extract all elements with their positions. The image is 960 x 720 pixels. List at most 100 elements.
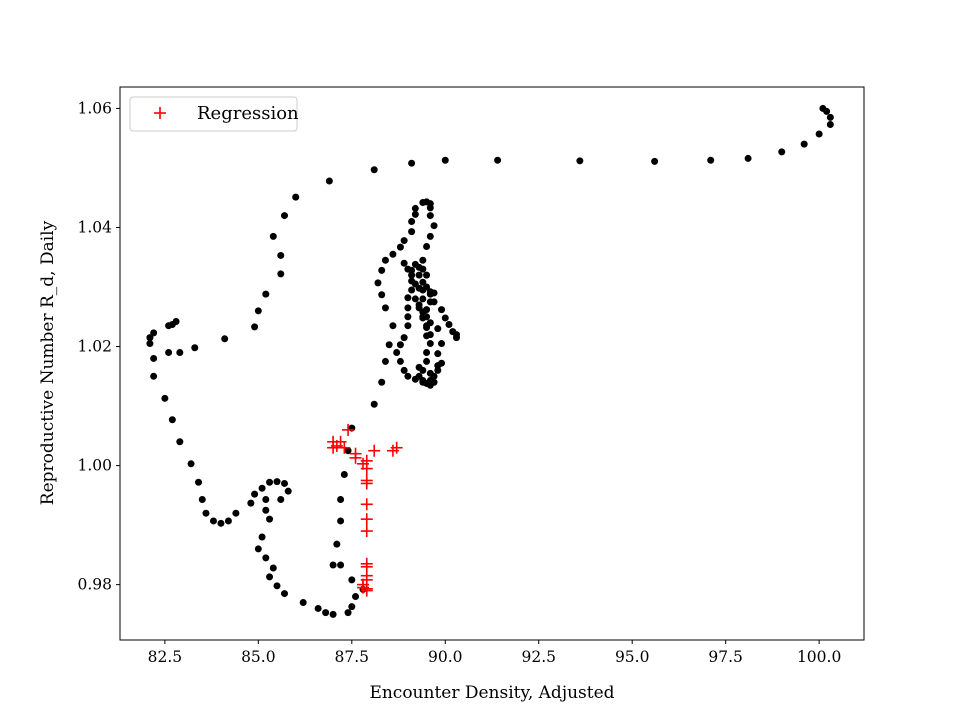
data-point <box>325 177 333 185</box>
data-point <box>411 210 419 218</box>
data-point <box>423 243 431 251</box>
data-point <box>430 372 438 380</box>
data-point <box>221 335 229 343</box>
data-point <box>434 366 442 374</box>
data-point <box>423 283 431 291</box>
data-point <box>438 306 446 314</box>
data-point <box>370 400 378 408</box>
data-point <box>396 341 404 349</box>
data-point <box>423 271 431 279</box>
data-point <box>419 376 427 384</box>
data-point <box>161 394 169 402</box>
data-point <box>266 573 274 581</box>
data-point <box>329 561 337 569</box>
data-point <box>408 266 416 274</box>
data-point <box>576 157 584 165</box>
data-point <box>800 140 808 148</box>
data-point <box>378 291 386 299</box>
data-point <box>314 604 322 612</box>
legend-label-regression: Regression <box>197 103 299 124</box>
data-point <box>426 298 434 306</box>
data-point <box>333 540 341 548</box>
data-point <box>823 107 831 115</box>
y-tick-label: 1.00 <box>77 457 112 475</box>
data-point <box>415 263 423 271</box>
data-point <box>411 280 419 288</box>
data-point <box>438 359 446 367</box>
data-point <box>415 304 423 312</box>
data-point <box>707 156 715 164</box>
regression-point <box>360 584 373 597</box>
regression-point <box>338 441 351 454</box>
data-point <box>408 159 416 167</box>
data-point <box>426 381 434 389</box>
data-point <box>426 340 434 348</box>
regression-point <box>360 498 373 511</box>
data-point <box>494 156 502 164</box>
data-point <box>176 348 184 356</box>
data-point <box>277 251 285 259</box>
data-point <box>400 237 408 245</box>
data-point <box>400 259 408 267</box>
data-point <box>198 496 206 504</box>
data-point <box>322 609 330 617</box>
data-point <box>262 290 270 298</box>
x-tick-label: 87.5 <box>335 648 370 666</box>
data-point <box>251 490 259 498</box>
data-point <box>415 363 423 371</box>
regression-point <box>360 462 373 475</box>
data-point <box>389 322 397 330</box>
data-point <box>258 533 266 541</box>
data-point <box>396 243 404 251</box>
data-point <box>266 478 274 486</box>
data-point <box>378 378 386 386</box>
data-point <box>273 582 281 590</box>
data-point <box>344 609 352 617</box>
data-point <box>404 304 412 312</box>
data-point <box>423 332 431 340</box>
x-axis-label: Encounter Density, Adjusted <box>369 683 614 703</box>
data-point <box>340 471 348 479</box>
plot-area-frame <box>119 86 865 641</box>
data-point <box>434 325 442 333</box>
data-point <box>150 354 158 362</box>
data-point <box>381 256 389 264</box>
x-tick-label: 92.5 <box>521 648 556 666</box>
data-point <box>191 344 199 352</box>
data-point <box>150 329 158 337</box>
data-point <box>262 554 270 562</box>
data-point <box>277 270 285 278</box>
data-point <box>419 256 427 264</box>
data-point <box>400 366 408 374</box>
data-point <box>404 322 412 330</box>
data-point <box>195 478 203 486</box>
data-point <box>419 295 427 303</box>
data-point <box>438 340 446 348</box>
data-point <box>411 204 419 212</box>
data-point <box>337 517 345 525</box>
data-point <box>404 294 412 302</box>
data-point <box>408 286 416 294</box>
y-axis-label: Reproductive Number R_d, Daily <box>38 220 58 505</box>
data-point <box>352 593 360 601</box>
data-point <box>266 515 274 523</box>
data-point <box>146 340 154 348</box>
data-point <box>381 304 389 312</box>
data-point <box>396 357 404 365</box>
data-point <box>254 545 262 553</box>
data-point <box>247 499 255 507</box>
data-point <box>393 348 401 356</box>
data-point <box>826 113 834 121</box>
data-point <box>426 212 434 220</box>
x-tick-label: 97.5 <box>708 648 743 666</box>
data-point <box>404 372 412 380</box>
data-point <box>281 479 289 487</box>
data-point <box>423 357 431 365</box>
x-tick-label: 100.0 <box>797 648 841 666</box>
x-tick-label: 95.0 <box>615 648 650 666</box>
data-point <box>378 266 386 274</box>
regression-point <box>330 439 343 452</box>
data-point <box>254 307 262 315</box>
data-point <box>434 350 442 358</box>
data-point <box>411 295 419 303</box>
